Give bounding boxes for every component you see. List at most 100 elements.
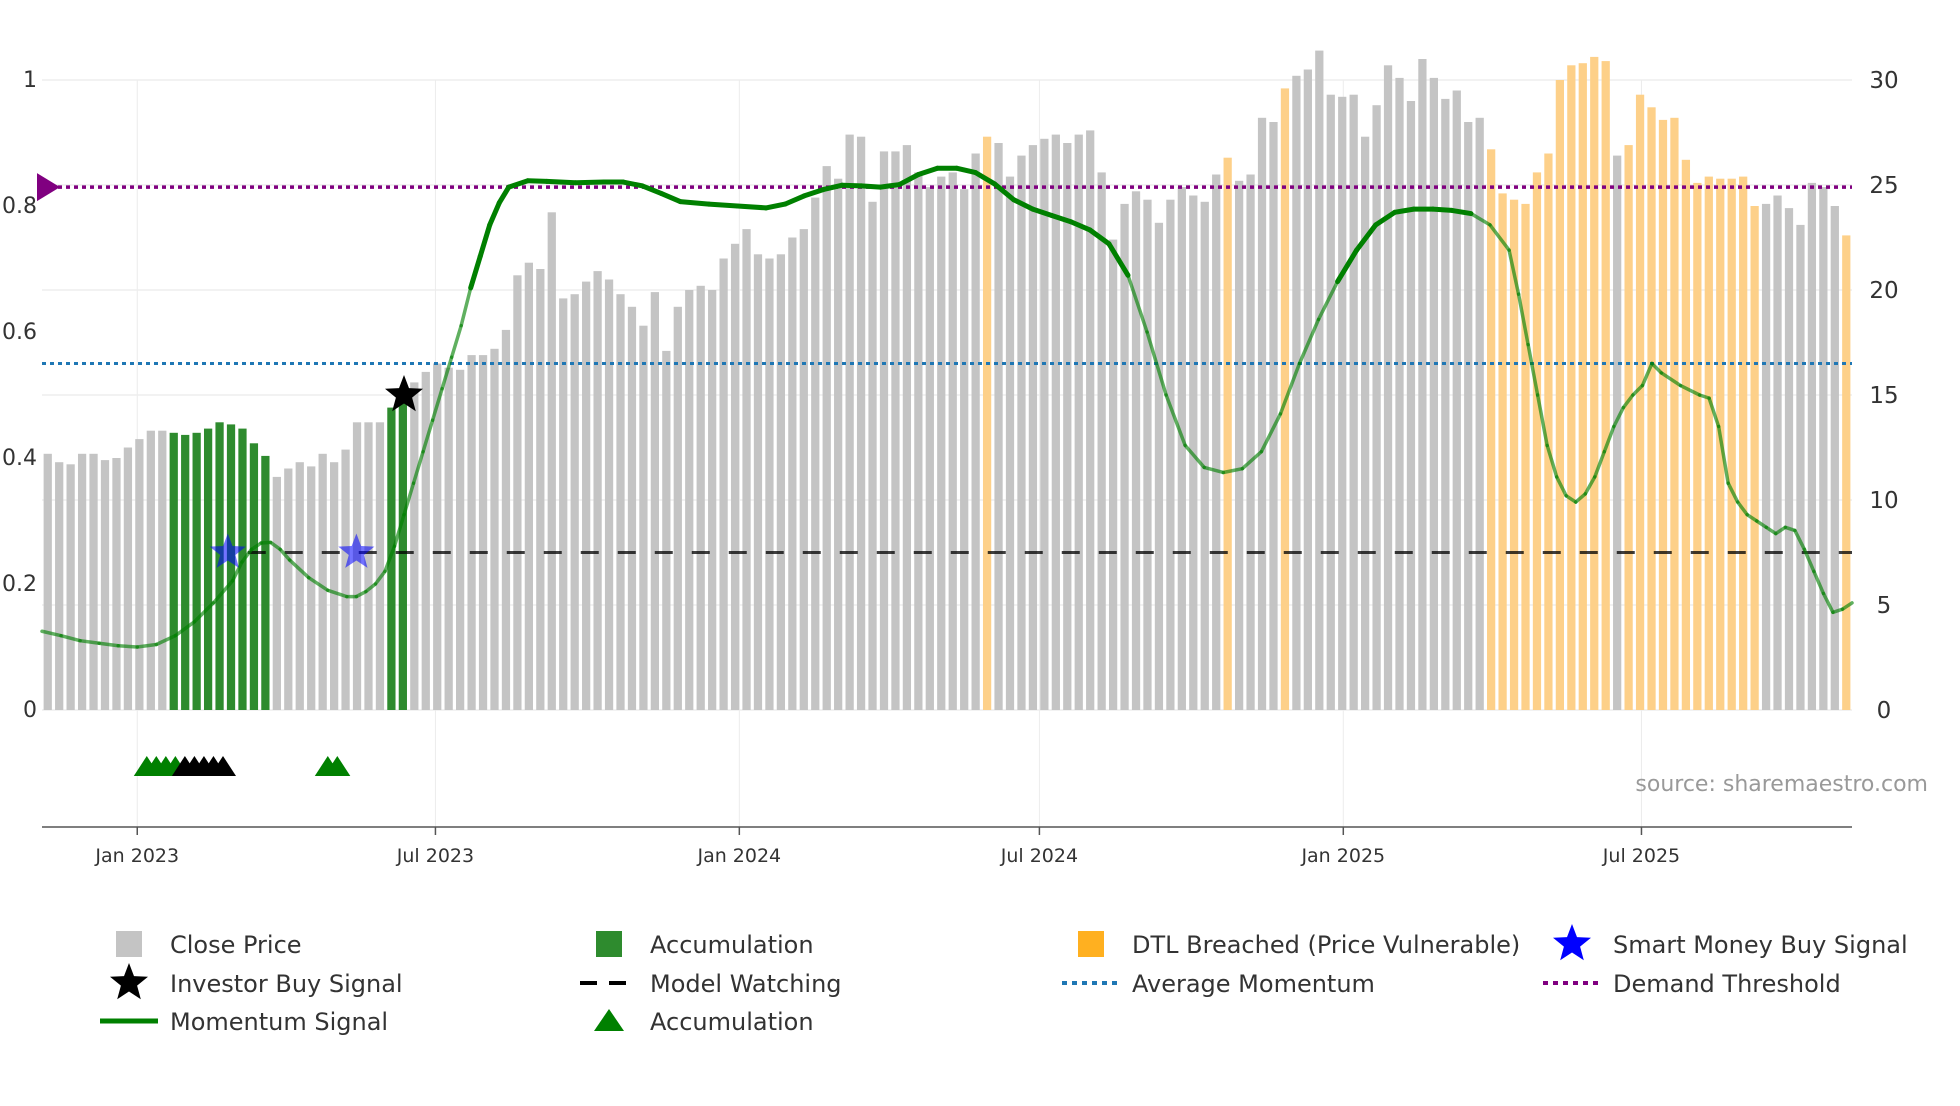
- momentum-signal-segment: [1278, 361, 1302, 416]
- close-price-bar: [1773, 195, 1782, 710]
- close-price-bar: [295, 462, 304, 710]
- momentum-signal-segment: [78, 638, 101, 645]
- momentum-signal-segment: [1612, 405, 1626, 429]
- close-price-bar: [776, 254, 786, 711]
- momentum-signal-segment: [1507, 248, 1521, 296]
- legend: Close Price Accumulation DTL Breached (Pri…: [100, 924, 1908, 1036]
- smart-money-star-icon: [209, 533, 246, 568]
- close-price-bar: [43, 453, 52, 710]
- close-price-bar: [1108, 239, 1118, 710]
- dtl-breached-bar: [1601, 61, 1610, 711]
- legend-smart-money-star-icon: [1553, 924, 1591, 961]
- dtl-breached-bar: [1750, 206, 1759, 710]
- momentum-signal-segment: [1221, 466, 1245, 475]
- left-tick-label: 0.4: [2, 446, 37, 471]
- close-price-bar: [685, 290, 694, 710]
- legend-accumulation-marker-label: Accumulation: [650, 1008, 814, 1036]
- momentum-signal-segment: [572, 179, 607, 186]
- close-price-bar: [788, 237, 797, 710]
- momentum-signal-segment: [1631, 383, 1645, 397]
- close-price-bar: [158, 430, 167, 710]
- close-price-bar: [341, 449, 350, 710]
- close-price-bar: [77, 453, 87, 710]
- momentum-signal-segment: [1240, 449, 1264, 471]
- close-price-bar: [1315, 50, 1324, 711]
- momentum-signal-segment: [364, 582, 378, 594]
- momentum-signal-segment: [677, 199, 712, 207]
- dtl-breached-bar: [1498, 193, 1507, 710]
- close-price-bar: [1269, 122, 1278, 710]
- momentum-signal-segment: [440, 355, 454, 391]
- momentum-signal-segment: [877, 182, 902, 190]
- close-price-bar: [1349, 94, 1358, 710]
- close-price-bar: [1097, 172, 1106, 710]
- momentum-signal-segment: [278, 547, 292, 562]
- dtl-breached-bar: [1544, 153, 1553, 710]
- momentum-signal-segment: [1640, 361, 1654, 388]
- momentum-signal-segment: [1793, 528, 1807, 552]
- close-price-bar: [708, 290, 717, 710]
- close-price-bar: [444, 367, 453, 710]
- right-tick-label: 20: [1869, 278, 1898, 304]
- close-price-bar: [799, 229, 808, 710]
- accumulation-bar: [169, 432, 178, 710]
- momentum-signal-segment: [1126, 273, 1149, 334]
- close-price-bar: [1395, 77, 1404, 710]
- left-tick-label: 0: [23, 698, 37, 723]
- momentum-signal-segment: [1430, 206, 1455, 213]
- close-price-bar: [1154, 222, 1164, 711]
- momentum-signal-segment: [487, 200, 502, 228]
- dtl-breached-bar: [1727, 178, 1736, 710]
- momentum-signal-segment: [116, 643, 140, 649]
- close-price-bar: [1143, 199, 1152, 710]
- left-tick-label: 0.8: [2, 194, 37, 219]
- right-tick-label: 5: [1877, 593, 1892, 619]
- momentum-signal-segment: [211, 579, 235, 605]
- momentum-signal-segment: [1183, 443, 1206, 470]
- momentum-signal-segment: [1735, 500, 1749, 517]
- left-tick-label: 1: [23, 68, 37, 93]
- momentum-signal-segment: [1526, 342, 1540, 397]
- close-price-bar: [1257, 117, 1267, 711]
- momentum-signal-segment: [97, 641, 120, 648]
- momentum-signal-segment: [1774, 525, 1788, 536]
- momentum-signal-segment: [477, 222, 493, 259]
- momentum-signal-segment: [1583, 475, 1597, 496]
- momentum-signal-segment: [468, 253, 483, 291]
- momentum-signal-segment: [706, 201, 740, 209]
- close-price-bar: [1063, 143, 1072, 710]
- close-price-bar: [1406, 101, 1416, 710]
- close-price-bar: [1017, 155, 1026, 711]
- close-price-bar: [307, 466, 316, 710]
- legend-accumulation-swatch: [596, 931, 622, 957]
- momentum-signal-segment: [1516, 292, 1530, 347]
- momentum-signal-segment: [383, 544, 397, 574]
- legend-model-watching-label: Model Watching: [650, 970, 842, 998]
- momentum-signal-segment: [973, 170, 998, 187]
- dtl-breached-bar: [1223, 157, 1232, 710]
- close-price-bar: [364, 422, 373, 710]
- legend-close-price-label: Close Price: [170, 931, 302, 959]
- close-price-bar: [742, 229, 751, 710]
- close-price-bar: [1383, 65, 1393, 711]
- close-price-bar: [318, 453, 327, 710]
- momentum-signal-segment: [1164, 393, 1187, 448]
- momentum-signal-segment: [173, 620, 197, 638]
- momentum-signal-segment: [1716, 424, 1730, 485]
- momentum-signal-segment: [658, 190, 683, 205]
- momentum-signal-segment: [326, 588, 349, 599]
- close-price-bar: [375, 422, 385, 710]
- momentum-signal-segment: [1573, 492, 1588, 504]
- close-price-bar: [902, 145, 912, 711]
- close-price-bar: [352, 422, 362, 710]
- close-price-bar: [501, 329, 511, 710]
- momentum-signal-segment: [287, 558, 311, 580]
- close-price-bar: [524, 262, 533, 710]
- close-price-bar: [730, 243, 740, 711]
- momentum-signal-segment: [459, 286, 473, 328]
- close-price-bar: [1372, 105, 1381, 710]
- close-price-bar: [1819, 187, 1828, 711]
- legend-close-price-swatch: [116, 931, 142, 957]
- momentum-signal-segment: [782, 193, 807, 207]
